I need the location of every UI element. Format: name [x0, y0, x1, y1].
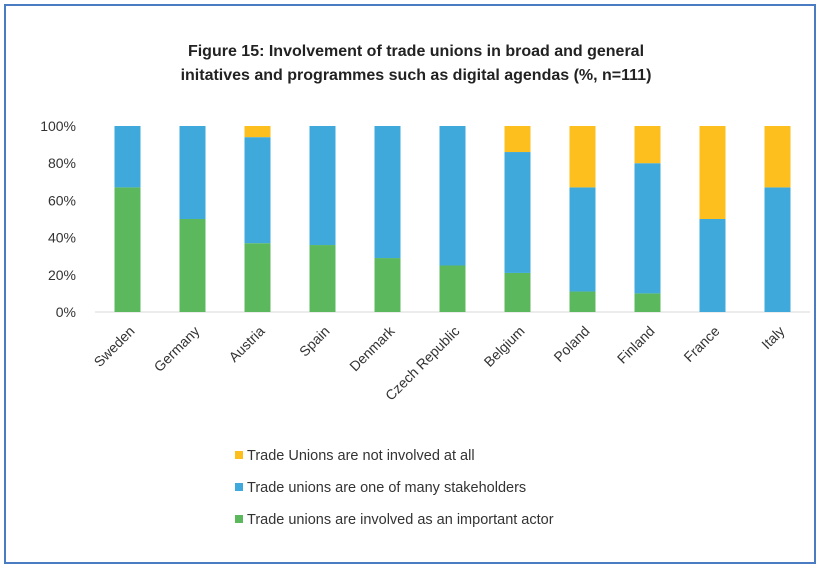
- bar-segment-stakeholder: [439, 126, 466, 266]
- bar-segment-not-involved: [634, 126, 661, 164]
- bar-segment-important-actor: [374, 258, 401, 312]
- x-tick-label: Denmark: [346, 322, 398, 374]
- chart-title-line-1: Figure 15: Involvement of trade unions i…: [187, 43, 645, 60]
- bar-segment-important-actor: [634, 293, 661, 312]
- legend-swatch: [235, 451, 243, 459]
- y-tick-label: 40%: [48, 230, 76, 246]
- x-tick-label: Belgium: [481, 323, 528, 370]
- bar-segment-stakeholder: [114, 126, 141, 188]
- x-tick-label: Italy: [758, 323, 787, 352]
- y-tick-label: 80%: [48, 155, 76, 171]
- chart-title-line-2: initatives and programmes such as digita…: [180, 67, 652, 84]
- legend-swatch: [235, 483, 243, 491]
- bar-segment-important-actor: [179, 219, 206, 312]
- y-tick-label: 0%: [56, 304, 76, 320]
- x-tick-label: Sweden: [91, 323, 138, 370]
- bar-segment-important-actor: [114, 187, 141, 312]
- bar-segment-stakeholder: [179, 126, 206, 219]
- bar-segment-stakeholder: [309, 126, 336, 246]
- x-tick-label: France: [680, 323, 722, 365]
- bar-segment-stakeholder: [504, 152, 531, 273]
- legend-label: Trade unions are involved as an importan…: [247, 512, 554, 528]
- bar-segment-not-involved: [764, 126, 791, 188]
- legend-label: Trade unions are one of many stakeholder…: [247, 480, 526, 496]
- x-tick-label: Austria: [225, 323, 267, 365]
- bar-segment-stakeholder: [244, 137, 271, 244]
- bar-segment-important-actor: [439, 265, 466, 312]
- y-tick-label: 100%: [40, 118, 76, 134]
- bar-segment-stakeholder: [699, 219, 726, 312]
- legend-label: Trade Unions are not involved at all: [247, 448, 475, 464]
- x-tick-label: Spain: [296, 323, 333, 360]
- bar-segment-stakeholder: [764, 187, 791, 312]
- y-tick-label: 60%: [48, 192, 76, 208]
- bar-segment-important-actor: [504, 272, 531, 312]
- bar-segment-stakeholder: [569, 187, 596, 292]
- x-tick-label: Poland: [550, 323, 592, 365]
- chart-title: Figure 15: Involvement of trade unions i…: [46, 40, 786, 88]
- bar-segment-not-involved: [569, 126, 596, 188]
- bar-segment-important-actor: [244, 243, 271, 312]
- bar-segment-stakeholder: [374, 126, 401, 259]
- x-tick-label: Germany: [151, 323, 203, 375]
- bar-segment-not-involved: [504, 126, 531, 153]
- x-tick-label: Finland: [614, 323, 658, 367]
- bar-segment-stakeholder: [634, 163, 661, 294]
- y-tick-label: 20%: [48, 267, 76, 283]
- bar-segment-not-involved: [699, 126, 726, 219]
- legend-swatch: [235, 515, 243, 523]
- bar-segment-important-actor: [569, 291, 596, 312]
- bar-segment-not-involved: [244, 126, 271, 138]
- bar-segment-important-actor: [309, 245, 336, 312]
